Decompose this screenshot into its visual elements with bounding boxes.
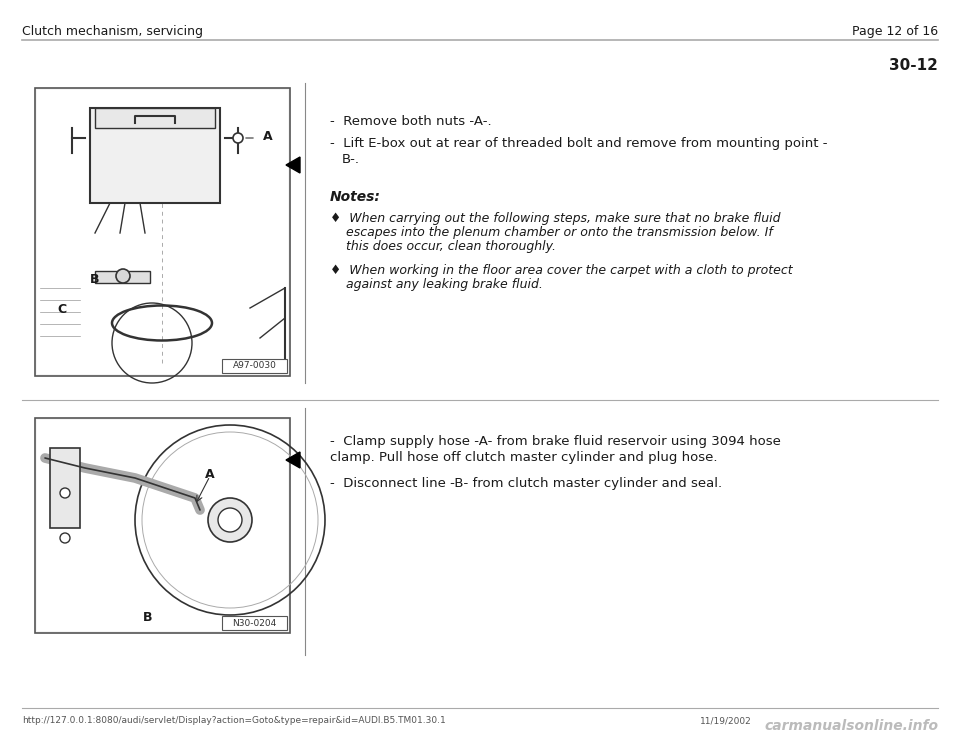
Polygon shape [286,452,300,468]
Bar [222,616,287,630]
Text: -  Disconnect line -B- from clutch master cylinder and seal.: - Disconnect line -B- from clutch master… [330,477,722,490]
Text: C: C [57,303,66,316]
Text: N30-0204: N30-0204 [232,619,276,628]
Text: http://127.0.0.1:8080/audi/servlet/Display?action=Goto&type=repair&id=AUDI.B5.TM: http://127.0.0.1:8080/audi/servlet/Displ… [22,716,445,725]
Text: B-.: B-. [342,153,360,166]
Text: 11/19/2002: 11/19/2002 [700,716,752,725]
Text: B: B [90,273,100,286]
Text: A97-0030: A97-0030 [232,361,276,370]
Text: against any leaking brake fluid.: against any leaking brake fluid. [330,278,542,291]
Bar [35,88,290,376]
Circle shape [116,269,130,283]
Text: ♦  When working in the floor area cover the carpet with a cloth to protect: ♦ When working in the floor area cover t… [330,264,793,277]
Text: Notes:: Notes: [330,190,381,204]
Text: A: A [263,130,273,143]
Text: Page 12 of 16: Page 12 of 16 [852,25,938,38]
Bar [95,271,150,283]
Circle shape [60,488,70,498]
Text: 30-12: 30-12 [889,58,938,73]
Circle shape [233,133,243,143]
Circle shape [218,508,242,532]
Bar [90,108,220,203]
Text: escapes into the plenum chamber or onto the transmission below. If: escapes into the plenum chamber or onto … [330,226,773,239]
Bar [222,359,287,373]
Polygon shape [286,157,300,173]
Circle shape [208,498,252,542]
Text: carmanualsonline.info: carmanualsonline.info [764,719,938,733]
Text: Clutch mechanism, servicing: Clutch mechanism, servicing [22,25,203,38]
Text: -  Remove both nuts -A-.: - Remove both nuts -A-. [330,115,492,128]
Text: this does occur, clean thoroughly.: this does occur, clean thoroughly. [330,240,556,253]
Bar [37,420,288,631]
Circle shape [60,533,70,543]
Text: clamp. Pull hose off clutch master cylinder and plug hose.: clamp. Pull hose off clutch master cylin… [330,451,717,464]
FancyBboxPatch shape [95,108,215,128]
Text: -  Clamp supply hose -A- from brake fluid reservoir using 3094 hose: - Clamp supply hose -A- from brake fluid… [330,435,780,448]
Bar [35,418,290,633]
Text: -  Lift E-box out at rear of threaded bolt and remove from mounting point -: - Lift E-box out at rear of threaded bol… [330,137,828,150]
Text: ♦  When carrying out the following steps, make sure that no brake fluid: ♦ When carrying out the following steps,… [330,212,780,225]
Text: B: B [143,611,153,624]
Bar [50,448,80,528]
Text: A: A [205,468,215,481]
Bar [37,90,288,374]
